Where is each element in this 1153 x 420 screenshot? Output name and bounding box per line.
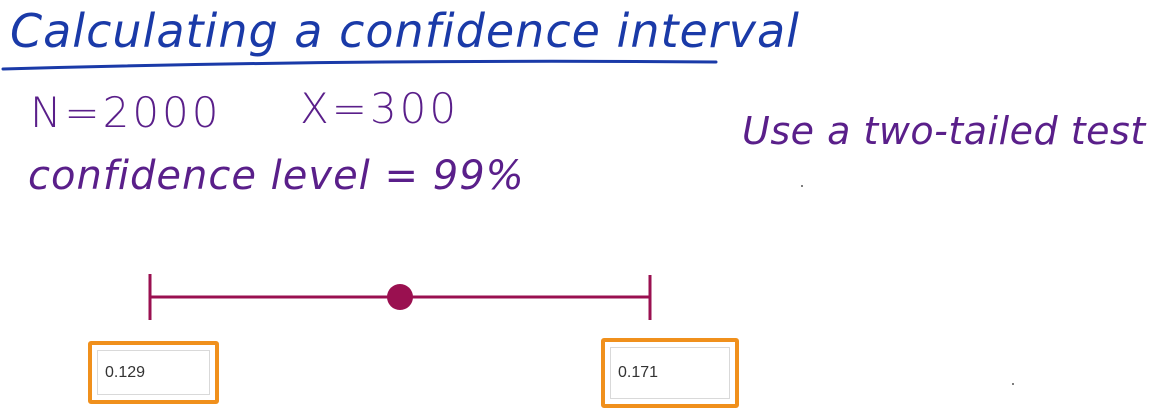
lower-bound-input[interactable] [97, 350, 210, 395]
point-estimate-dot [387, 284, 413, 310]
lower-bound-answer-box [88, 341, 219, 404]
sample-size-text: N=2000 [30, 88, 222, 137]
upper-bound-input[interactable] [610, 347, 730, 399]
page-title: Calculating a confidence interval [10, 4, 800, 58]
upper-bound-answer-box [601, 338, 739, 408]
confidence-level-text: confidence level = 99% [28, 153, 525, 199]
two-tailed-note: Use a two-tailed test [742, 109, 1146, 153]
title-underline [1, 59, 718, 71]
successes-text: X=300 [300, 84, 460, 133]
stray-dot-mark [801, 185, 803, 187]
stray-dot-mark [1012, 383, 1014, 385]
